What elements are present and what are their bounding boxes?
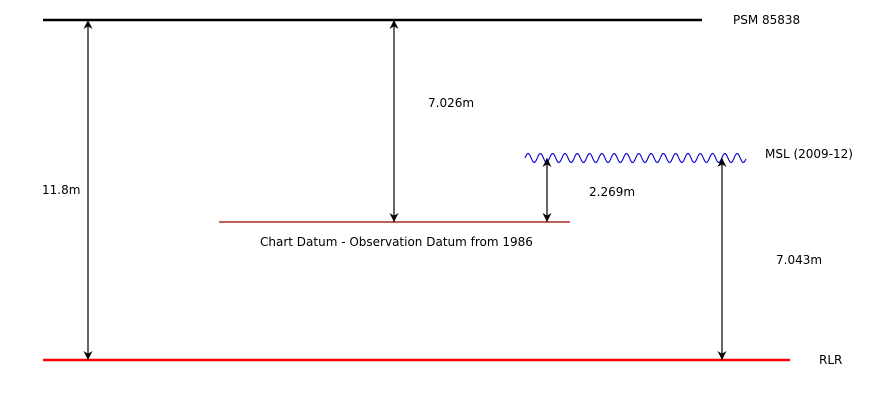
psm-label: PSM 85838 xyxy=(733,13,801,27)
msl-level-wave xyxy=(524,152,747,164)
psm-to-chart-datum-value: 7.026m xyxy=(428,96,475,110)
chart-datum-label: Chart Datum - Observation Datum from 198… xyxy=(260,235,533,249)
msl-to-rlr-value: 7.043m xyxy=(776,253,823,267)
msl-to-chart-datum-value: 2.269m xyxy=(589,185,636,199)
psm-to-rlr-value: 11.8m xyxy=(42,183,81,197)
msl-label: MSL (2009-12) xyxy=(765,147,853,161)
rlr-label: RLR xyxy=(819,353,843,367)
